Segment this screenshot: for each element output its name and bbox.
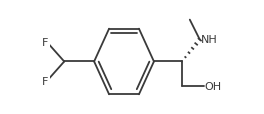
Text: OH: OH — [205, 82, 222, 92]
Text: NH: NH — [201, 34, 218, 44]
Text: F: F — [42, 77, 49, 87]
Text: F: F — [42, 37, 49, 47]
